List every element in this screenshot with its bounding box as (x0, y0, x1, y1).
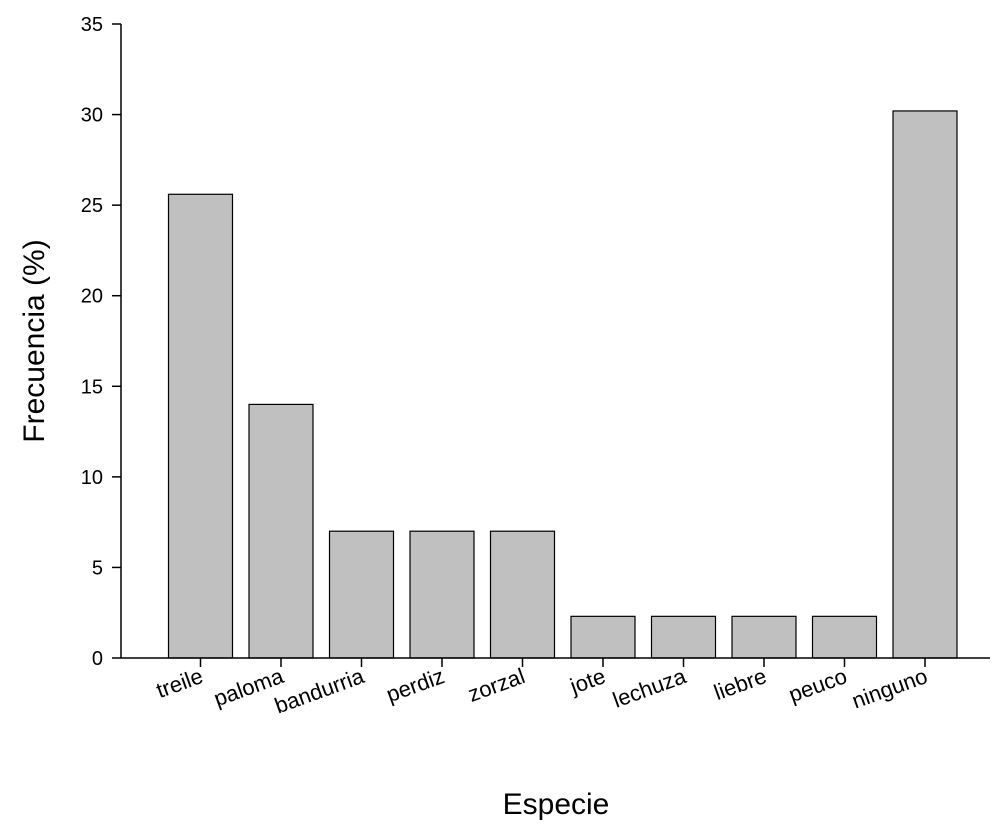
y-tick-label: 0 (92, 648, 103, 670)
x-tick-label: treile (153, 663, 206, 703)
x-axis-title: Especie (503, 788, 610, 821)
y-axis-title: Frecuencia (%) (18, 239, 51, 442)
bar-ninguno (892, 110, 958, 659)
y-tick-label: 15 (81, 376, 103, 398)
bar-perdiz (409, 530, 475, 659)
bar-bandurria (328, 530, 395, 659)
bar-lechuza (650, 615, 717, 659)
y-tick-label: 35 (81, 14, 103, 36)
bar-treile (167, 193, 234, 659)
x-tick-label: jote (566, 663, 609, 699)
bars-group (167, 110, 958, 659)
bar-zorzal (489, 530, 556, 659)
x-tick-label: lechuza (609, 663, 690, 713)
x-tick-label: zorzal (465, 663, 529, 707)
x-tick-label: ninguno (849, 663, 931, 713)
y-tick-label: 30 (81, 105, 103, 127)
x-tick-label: bandurria (271, 663, 368, 719)
y-tick-label: 10 (81, 467, 103, 489)
bar-peuco (811, 615, 878, 659)
y-tick-label: 25 (81, 195, 103, 217)
x-tick-label: liebre (711, 663, 770, 705)
y-tick-label: 5 (92, 557, 103, 579)
y-tick-label: 20 (81, 286, 103, 308)
y-axis: 0 5 10 15 20 25 30 35 (81, 14, 122, 670)
bar-paloma (248, 403, 314, 659)
bar-jote (570, 615, 636, 659)
x-tick-label: perdiz (383, 663, 448, 707)
x-tick-label: peuco (785, 663, 850, 707)
bar-liebre (731, 615, 797, 659)
